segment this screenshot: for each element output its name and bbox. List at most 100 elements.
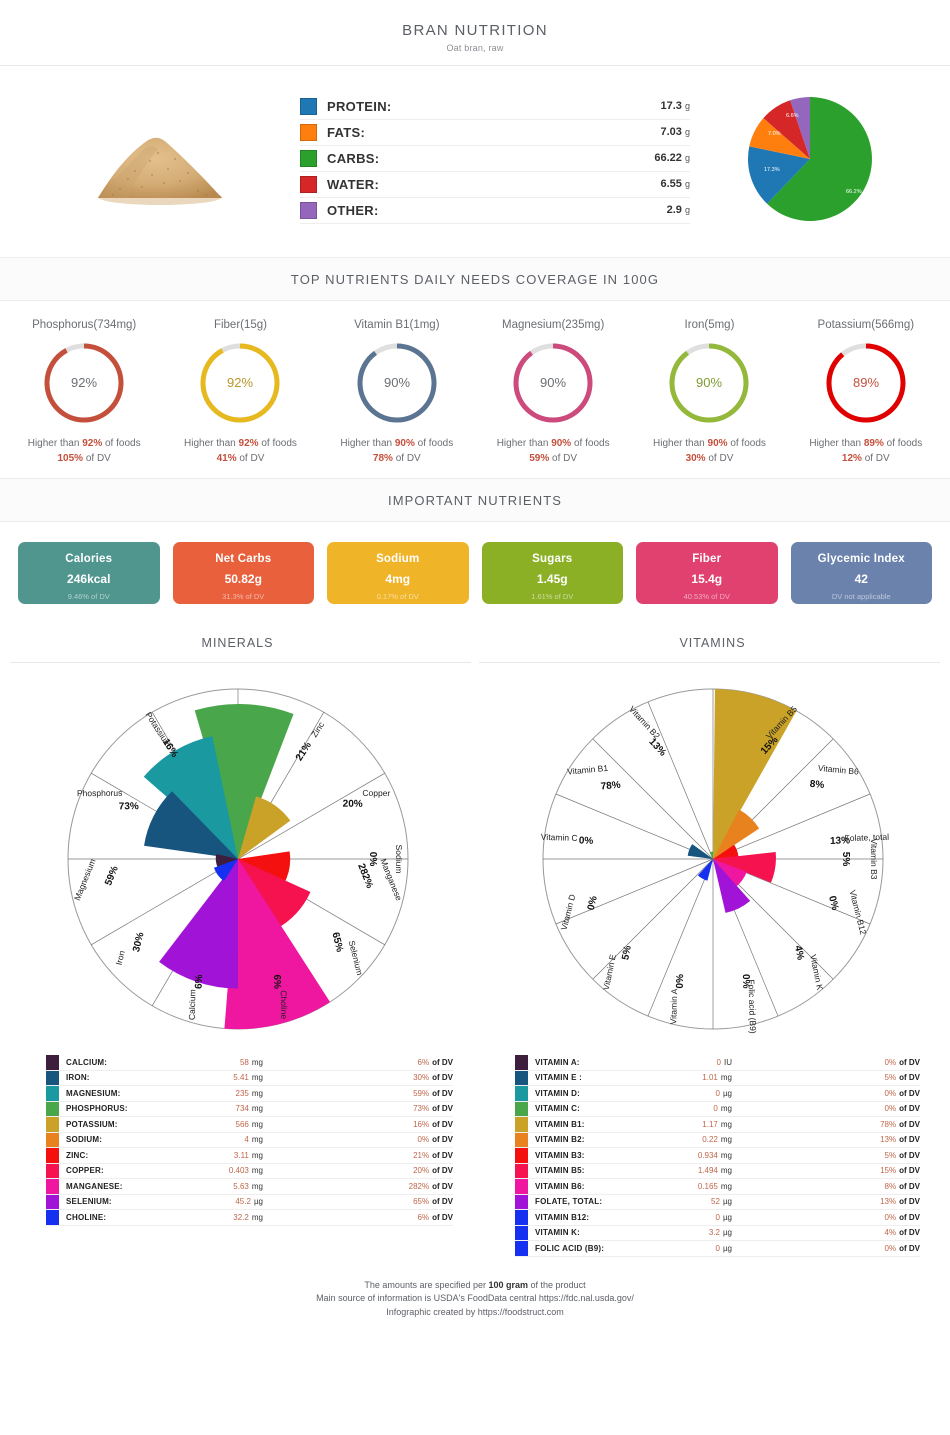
row-value: 4 mg (244, 1135, 263, 1145)
radial-label-folic-acid: Folic acid (B9) (746, 979, 758, 1034)
table-row: FOLIC ACID (B9): 0 µg 0% of DV (515, 1241, 920, 1257)
table-row: VITAMIN B2: 0.22 mg 13% of DV (515, 1132, 920, 1148)
radial-value-selenium: 65% (329, 931, 345, 953)
row-label: CALCIUM: (66, 1057, 108, 1067)
row-value: 32.2 mg (233, 1212, 263, 1222)
row-dv: 0% of DV (884, 1104, 920, 1114)
row-label: ZINC: (66, 1150, 89, 1160)
legend-label: PROTEIN: (327, 98, 392, 114)
donut-cell: Iron(5mg) 90% Higher than 90% of foods 3… (631, 319, 787, 466)
divider-right (479, 662, 940, 663)
row-dv: 59% of DV (413, 1088, 453, 1098)
donut-percent: 90% (696, 375, 722, 390)
nutrient-card: Calories 246kcal 9.46% of DV (18, 542, 160, 604)
radial-value-vitamin-a: 0% (674, 974, 685, 989)
radial-value-vitamin-b12: 0% (826, 895, 840, 912)
legend-label: CARBS: (327, 150, 380, 166)
section-title-vitamins: VITAMINS (679, 636, 746, 650)
color-swatch (300, 123, 317, 141)
radial-label-choline: Choline (278, 990, 289, 1019)
card-value: 1.45g (536, 572, 568, 586)
radial-label-vitamin-b2: Vitamin B2 (626, 704, 661, 741)
row-color (46, 1179, 59, 1194)
radial-label-phosphorus: Phosphorus (76, 788, 121, 798)
row-color (46, 1163, 59, 1178)
card-dv: 40.53% of DV (683, 592, 730, 601)
radial-label-sodium: Sodium (394, 845, 404, 874)
row-value: 0 µg (715, 1212, 732, 1222)
card-title: Net Carbs (215, 553, 272, 565)
donut-chart: 90% (513, 343, 593, 423)
pie-label-protein: 17.3% (764, 167, 780, 173)
row-dv: 20% of DV (413, 1166, 453, 1176)
donut-label: Fiber(15g) (213, 319, 268, 331)
row-color (515, 1241, 528, 1256)
minerals-vitamins-charts: Potassium 16% Phosphorus 73% Magnesium 5… (0, 663, 950, 1257)
table-row: SODIUM: 4 mg 0% of DV (46, 1132, 453, 1148)
card-value: 15.4g (691, 572, 723, 586)
table-row: IRON: 5.41 mg 30% of DV (46, 1070, 453, 1086)
table-row: VITAMIN E : 1.01 mg 5% of DV (515, 1070, 920, 1086)
radial-label-vitamin-k: Vitamin K (808, 953, 825, 991)
pie-slice-other (790, 96, 810, 159)
radial-value-vitamin-b3: 5% (840, 852, 851, 867)
row-dv: 8% of DV (884, 1181, 920, 1191)
table-row: VITAMIN B12: 0 µg 0% of DV (515, 1210, 920, 1226)
card-dv: 0.17% of DV (376, 592, 419, 601)
donut-cell: Magnesium(235mg) 90% Higher than 90% of … (475, 319, 631, 466)
table-row: VITAMIN A: 0 IU 0% of DV (515, 1055, 920, 1071)
radial-value-manganese: 282% (355, 862, 375, 890)
table-row: VITAMIN B6: 0.165 mg 8% of DV (515, 1179, 920, 1195)
radial-label-calcium: Calcium (186, 989, 197, 1020)
pie-slice-water (763, 99, 810, 159)
table-row: ZINC: 3.11 mg 21% of DV (46, 1148, 453, 1164)
row-dv: 13% of DV (880, 1197, 920, 1207)
footer-line-3: Infographic created by https://foodstruc… (386, 1307, 564, 1318)
row-label: VITAMIN D: (535, 1088, 580, 1098)
donut-percent: 89% (853, 375, 879, 390)
radial-value-sodium: 0% (367, 852, 378, 867)
vitamins-radial-wrap: Vitamin B2 13% Vitamin B1 78% Vitamin C … (475, 663, 950, 1049)
row-value: 1.17 mg (702, 1119, 732, 1129)
row-color (515, 1101, 528, 1116)
row-label: MANGANESE: (66, 1181, 123, 1191)
section-title-important-nutrients: IMPORTANT NUTRIENTS (387, 493, 563, 508)
radial-label-vitamin-e: Vitamin E (600, 953, 617, 991)
row-color (515, 1086, 528, 1101)
radial-label-vitamin-d: Vitamin D (558, 893, 577, 931)
section-title-top-nutrients: TOP NUTRIENTS DAILY NEEDS COVERAGE IN 10… (290, 272, 660, 287)
row-color (515, 1194, 528, 1209)
row-label: FOLATE, TOTAL: (535, 1197, 603, 1207)
donut-percent: 90% (384, 375, 410, 390)
row-color (46, 1070, 59, 1085)
radial-value-zinc: 21% (293, 740, 313, 763)
donut-subtext: Higher than 89% of foods 12% of DV (809, 438, 923, 464)
row-label: VITAMIN K: (535, 1228, 580, 1238)
card-title: Calories (65, 553, 113, 565)
page-title: BRAN NUTRITION (402, 22, 548, 39)
footer: The amounts are specified per 100 gram o… (0, 1257, 950, 1321)
bran-pile-illustration (98, 137, 222, 205)
row-color (515, 1132, 528, 1147)
nutrient-card: Glycemic Index 42 DV not applicable (790, 542, 932, 604)
vitamins-table: VITAMIN A: 0 IU 0% of DV VITAMIN E : 1.01 mg 5%… (515, 1055, 920, 1257)
row-value: 3.2 µg (708, 1228, 732, 1238)
row-label: MAGNESIUM: (66, 1088, 121, 1098)
radial-value-magnesium: 59% (103, 864, 121, 887)
table-row: MANGANESE: 5.63 mg 282% of DV (46, 1179, 453, 1195)
divider-left (10, 662, 471, 663)
table-row: CALCIUM: 58 mg 6% of DV (46, 1055, 453, 1071)
row-color (515, 1179, 528, 1194)
row-value: 5.41 mg (233, 1073, 263, 1083)
row-dv: 0% of DV (884, 1057, 920, 1067)
row-color (515, 1070, 528, 1085)
row-label: SODIUM: (66, 1135, 103, 1145)
row-value: 1.01 mg (702, 1073, 732, 1083)
row-dv: 78% of DV (880, 1119, 920, 1129)
row-dv: 5% of DV (884, 1073, 920, 1083)
donut-label: Potassium(566mg) (817, 319, 915, 331)
legend-value: 66.22 g (654, 152, 690, 164)
legend-row: CARBS: 66.22 g (300, 146, 690, 172)
donut-percent: 92% (71, 375, 97, 390)
radial-value-folic-acid: 0% (739, 974, 750, 989)
